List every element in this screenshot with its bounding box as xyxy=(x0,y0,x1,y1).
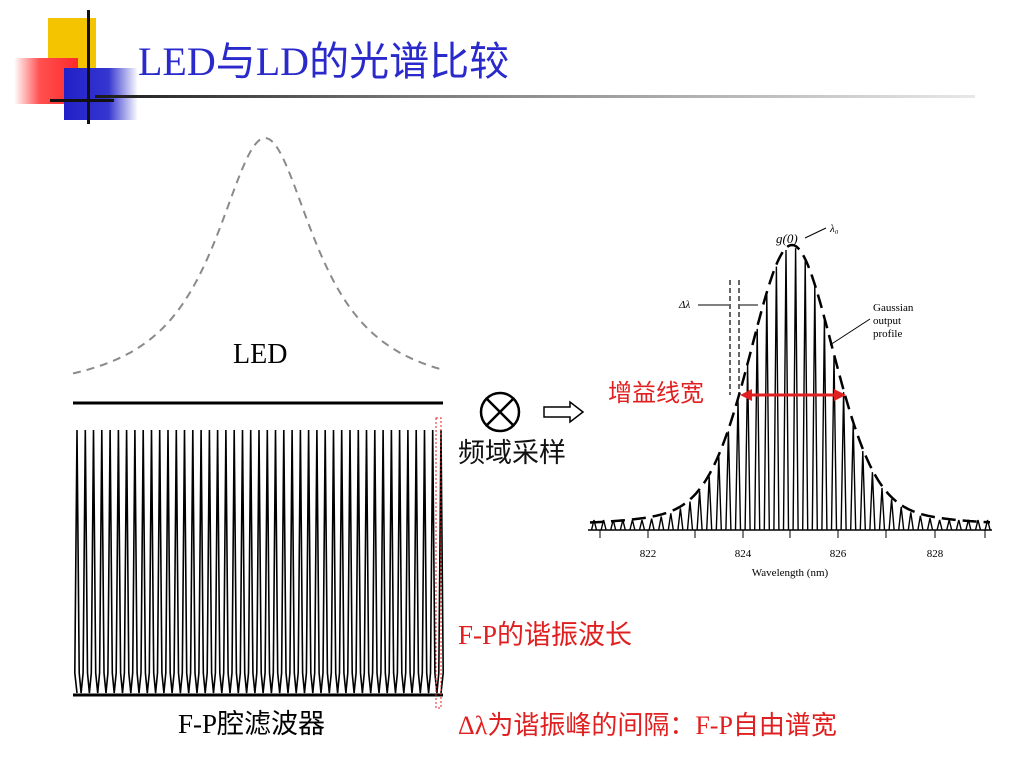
deco-vertical-line xyxy=(87,10,90,124)
fp-wavelength-cjk: 的谐振波长 xyxy=(497,620,633,651)
led-fp-diagram xyxy=(72,136,445,709)
gaussian-leader xyxy=(829,318,871,346)
ld-xtick-828: 828 xyxy=(927,548,944,560)
ld-xtick-824: 824 xyxy=(735,548,752,560)
gaussian-label-line-1: Gaussian xyxy=(873,302,914,314)
frequency-sampling-label: 频域采样 xyxy=(458,438,566,469)
gain-linewidth-label: 增益线宽 xyxy=(608,379,704,407)
gain-width-arrowhead-right xyxy=(834,389,846,401)
hollow-right-arrow-icon xyxy=(543,400,585,424)
title-underline xyxy=(95,95,975,98)
led-label: LED xyxy=(233,339,288,370)
fp-filter-caption: F-P腔滤波器 xyxy=(178,706,325,743)
fp-filter-caption-latin: F-P xyxy=(178,709,218,739)
led-spectrum-curve xyxy=(72,136,444,375)
gain-width-arrowhead-left xyxy=(740,389,752,401)
fp-spacing-prefix: Δλ xyxy=(458,711,488,740)
circled-times-icon xyxy=(479,391,521,433)
g0-label: g(0) xyxy=(776,231,798,246)
lambda0-leader xyxy=(804,227,827,239)
gaussian-label-line-2: output xyxy=(873,315,901,327)
fp-peak-spacing-note: Δλ为谐振峰的间隔：F-P自由谱宽 xyxy=(458,709,837,743)
ld-xtick-822: 822 xyxy=(640,548,657,560)
gaussian-envelope xyxy=(589,243,991,524)
deco-blue-block xyxy=(64,68,138,120)
fp-filter-caption-cjk: 腔滤波器 xyxy=(217,709,326,740)
lambda0-label: λ₀ xyxy=(829,223,839,235)
fp-spacing-latin: F-P xyxy=(695,711,733,740)
gaussian-label-line-3: profile xyxy=(873,328,902,340)
fp-comb-filter xyxy=(73,429,445,694)
ld-spectrum-figure: 822 824 826 828 Wavelength (nm) g(0) λ₀ … xyxy=(588,223,992,579)
fp-spacing-cjk-2: 自由谱宽 xyxy=(732,711,837,741)
fp-wavelength-latin: F-P xyxy=(458,620,498,650)
fp-comb-peaks xyxy=(73,429,445,694)
ld-axis-ticks xyxy=(599,530,986,538)
ld-xtick-826: 826 xyxy=(830,548,847,560)
delta-lambda-label: Δλ xyxy=(678,299,690,311)
deco-horizontal-line xyxy=(50,99,114,102)
red-dotted-marker xyxy=(435,417,442,709)
page-title: LED与LD的光谱比较 xyxy=(138,39,510,84)
fp-resonant-wavelength-note: F-P的谐振波长 xyxy=(458,618,632,653)
ld-xlabel: Wavelength (nm) xyxy=(752,567,829,579)
fp-spacing-cjk-1: 为谐振峰的间隔： xyxy=(487,711,696,741)
